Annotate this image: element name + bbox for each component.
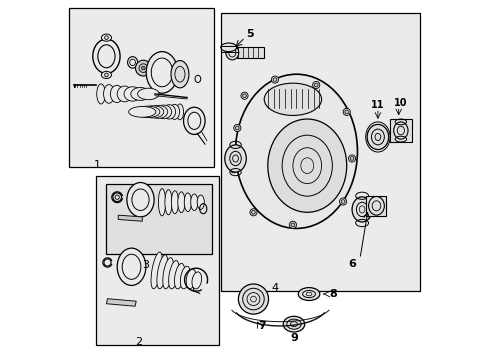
Ellipse shape — [186, 269, 196, 289]
Circle shape — [230, 166, 237, 173]
Bar — [106, 184, 212, 253]
Circle shape — [135, 60, 151, 76]
Bar — [96, 176, 219, 345]
Ellipse shape — [180, 266, 190, 289]
Ellipse shape — [101, 71, 111, 78]
Ellipse shape — [137, 88, 159, 100]
Text: 4: 4 — [271, 283, 278, 293]
Ellipse shape — [267, 119, 346, 212]
Ellipse shape — [393, 122, 407, 139]
Ellipse shape — [149, 105, 167, 118]
Polygon shape — [118, 215, 142, 221]
Ellipse shape — [158, 189, 165, 216]
Ellipse shape — [235, 74, 357, 228]
Ellipse shape — [124, 87, 141, 101]
Ellipse shape — [103, 85, 114, 103]
Text: 7: 7 — [257, 321, 265, 331]
Text: 5: 5 — [245, 29, 253, 39]
Text: 2: 2 — [135, 337, 142, 347]
Ellipse shape — [110, 85, 123, 103]
Ellipse shape — [117, 248, 145, 285]
Ellipse shape — [183, 107, 204, 134]
Bar — [366, 196, 386, 216]
Ellipse shape — [117, 86, 132, 102]
Bar — [69, 8, 214, 167]
Ellipse shape — [221, 43, 236, 51]
Ellipse shape — [163, 105, 175, 119]
Text: 11: 11 — [370, 100, 384, 110]
Bar — [389, 119, 411, 142]
Ellipse shape — [168, 261, 179, 289]
Ellipse shape — [178, 192, 184, 213]
Circle shape — [343, 108, 349, 116]
Circle shape — [312, 81, 319, 89]
Ellipse shape — [142, 106, 163, 118]
Text: 9: 9 — [289, 333, 297, 343]
Ellipse shape — [164, 190, 172, 215]
Circle shape — [241, 92, 247, 99]
Ellipse shape — [163, 258, 173, 289]
Ellipse shape — [184, 193, 191, 212]
Ellipse shape — [224, 145, 246, 172]
Ellipse shape — [101, 34, 111, 41]
Ellipse shape — [126, 183, 154, 217]
Circle shape — [238, 284, 268, 314]
Ellipse shape — [97, 84, 105, 104]
Ellipse shape — [351, 197, 371, 222]
Circle shape — [142, 66, 145, 70]
Circle shape — [271, 76, 278, 83]
Ellipse shape — [131, 87, 150, 100]
Text: 1: 1 — [94, 159, 101, 170]
Ellipse shape — [171, 60, 188, 88]
Ellipse shape — [171, 191, 178, 214]
Text: 10: 10 — [393, 98, 407, 108]
Ellipse shape — [174, 264, 184, 289]
Circle shape — [249, 209, 257, 216]
Bar — [236, 47, 263, 58]
Ellipse shape — [298, 288, 319, 301]
Ellipse shape — [151, 252, 162, 289]
Circle shape — [348, 155, 355, 162]
Polygon shape — [106, 299, 136, 306]
Ellipse shape — [93, 39, 120, 73]
Text: 3: 3 — [142, 260, 149, 270]
Ellipse shape — [192, 272, 201, 289]
Ellipse shape — [169, 104, 179, 120]
Circle shape — [289, 221, 296, 228]
Ellipse shape — [156, 105, 171, 119]
Ellipse shape — [128, 107, 156, 117]
Ellipse shape — [197, 195, 204, 210]
Circle shape — [339, 198, 346, 205]
Ellipse shape — [371, 129, 384, 145]
Bar — [221, 13, 419, 291]
Circle shape — [233, 125, 241, 132]
Ellipse shape — [157, 255, 167, 289]
Ellipse shape — [225, 45, 238, 60]
Ellipse shape — [190, 194, 198, 211]
Ellipse shape — [264, 83, 321, 116]
Ellipse shape — [135, 106, 160, 118]
Ellipse shape — [146, 51, 178, 93]
Ellipse shape — [176, 104, 183, 120]
Text: 6: 6 — [347, 259, 355, 269]
Ellipse shape — [98, 45, 115, 68]
Text: 8: 8 — [329, 289, 337, 299]
Ellipse shape — [283, 316, 304, 332]
Ellipse shape — [368, 197, 384, 215]
Ellipse shape — [366, 125, 388, 149]
